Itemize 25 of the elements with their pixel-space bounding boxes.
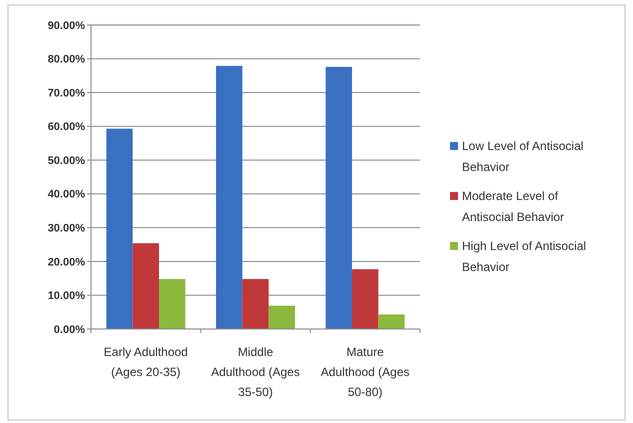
bar — [268, 306, 295, 329]
bar — [378, 314, 405, 329]
bar — [132, 243, 159, 329]
x-tick-label: Early Adulthood (Ages 20-35) — [104, 345, 188, 379]
y-tick-label: 50.00% — [48, 154, 86, 167]
legend-label: Moderate Level of Antisocial Behavior — [462, 189, 564, 224]
x-tick-label: Mature Adulthood (Ages 50-80) — [320, 345, 410, 399]
x-tick-label: Middle Adulthood (Ages 35-50) — [211, 345, 300, 399]
bar — [216, 66, 242, 329]
bar — [352, 269, 378, 329]
bar — [106, 128, 133, 329]
y-tick-label: 90.00% — [48, 20, 86, 32]
y-tick-label: 30.00% — [48, 222, 86, 235]
y-tick-label: 70.00% — [48, 87, 86, 100]
y-tick-label: 40.00% — [48, 188, 86, 201]
y-tick-label: 10.00% — [48, 290, 86, 302]
legend-label: High Level of Antisocial Behavior — [462, 239, 586, 274]
y-tick-label: 80.00% — [48, 54, 86, 66]
legend-label: Low Level of Antisocial Behavior — [462, 139, 584, 174]
bar — [158, 279, 186, 329]
y-tick-label: 60.00% — [48, 121, 86, 134]
bar — [326, 66, 352, 329]
y-tick-label: 20.00% — [48, 256, 86, 268]
bar — [242, 279, 269, 329]
y-tick-label: 0.00% — [54, 324, 86, 336]
